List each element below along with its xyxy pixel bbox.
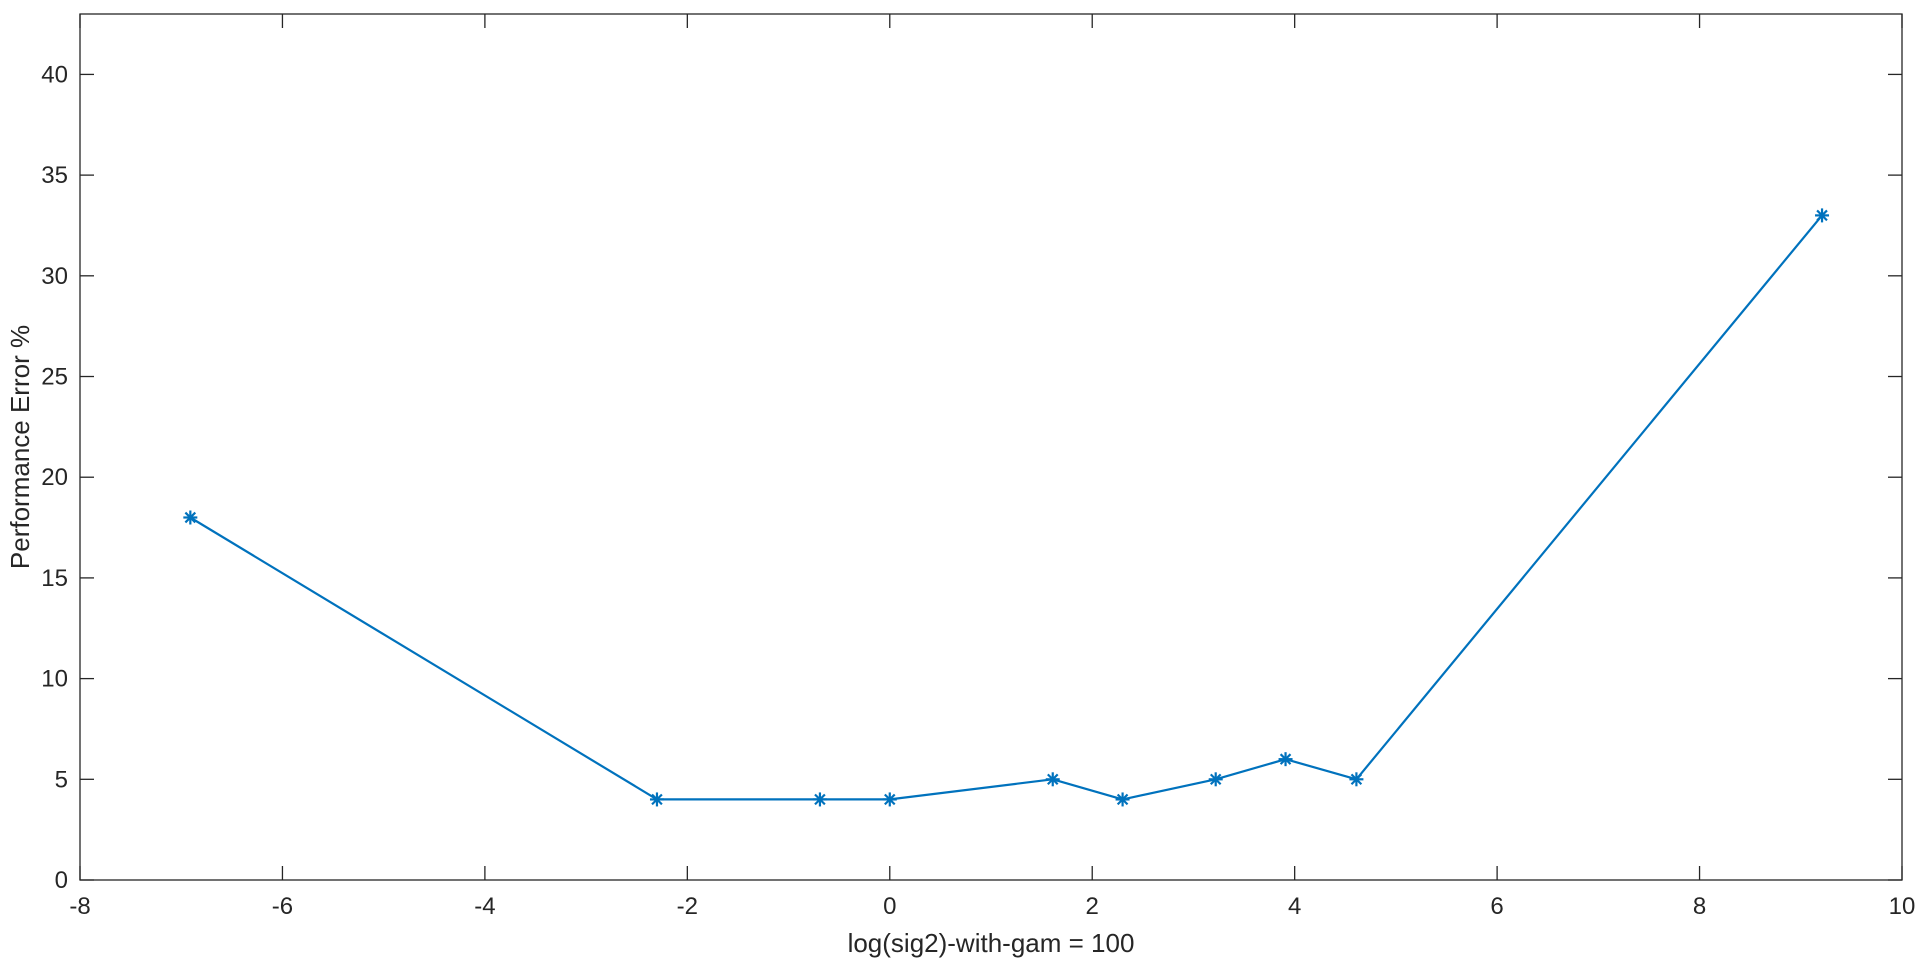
x-tick-label: 6 bbox=[1490, 893, 1503, 920]
x-tick-label: 2 bbox=[1086, 893, 1099, 920]
y-tick-label: 10 bbox=[41, 666, 68, 693]
y-tick-label: 5 bbox=[55, 766, 68, 793]
y-tick-label: 25 bbox=[41, 364, 68, 391]
y-tick-label: 40 bbox=[41, 61, 68, 88]
y-axis-ticks: 0 5 10 15 20 25 30 35 40 bbox=[41, 61, 1902, 894]
y-tick-label: 0 bbox=[55, 867, 68, 894]
y-tick-label: 15 bbox=[41, 565, 68, 592]
data-point bbox=[1045, 772, 1060, 787]
data-point bbox=[1349, 772, 1364, 787]
data-point bbox=[1115, 792, 1130, 807]
x-axis-label: log(sig2)-with-gam = 100 bbox=[848, 928, 1135, 958]
x-tick-label: -8 bbox=[69, 893, 90, 920]
x-tick-label: 10 bbox=[1889, 893, 1916, 920]
x-tick-label: -6 bbox=[272, 893, 293, 920]
x-tick-label: -4 bbox=[474, 893, 495, 920]
x-tick-label: 4 bbox=[1288, 893, 1301, 920]
y-tick-label: 30 bbox=[41, 263, 68, 290]
data-point bbox=[649, 792, 664, 807]
y-tick-label: 35 bbox=[41, 162, 68, 189]
x-tick-label: -2 bbox=[677, 893, 698, 920]
x-axis-ticks: -8 -6 -4 -2 0 2 4 6 8 10 bbox=[69, 14, 1915, 920]
y-tick-label: 20 bbox=[41, 464, 68, 491]
x-tick-label: 0 bbox=[883, 893, 896, 920]
data-point bbox=[882, 792, 897, 807]
x-tick-label: 8 bbox=[1693, 893, 1706, 920]
series-line bbox=[189, 214, 1823, 801]
data-point bbox=[183, 510, 198, 525]
data-point bbox=[1208, 772, 1223, 787]
data-point bbox=[812, 792, 827, 807]
y-axis-label: Performance Error % bbox=[5, 325, 35, 569]
series-layer bbox=[183, 208, 1830, 807]
plot-area bbox=[79, 13, 1903, 881]
data-point bbox=[1815, 208, 1830, 223]
data-point bbox=[1278, 752, 1293, 767]
